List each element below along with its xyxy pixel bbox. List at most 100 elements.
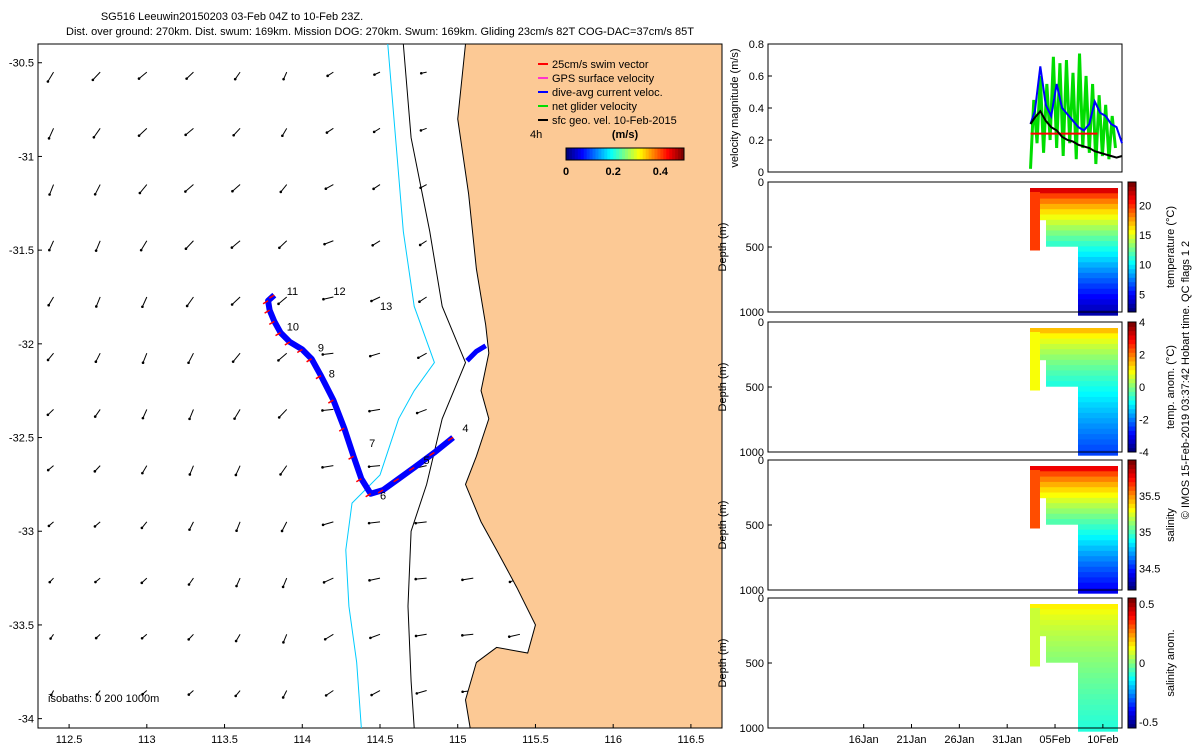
geo-arrow-76: [322, 296, 334, 301]
geo-arrow-13: [92, 128, 101, 139]
glider-track: [262, 292, 487, 498]
swim-vector-6: [296, 348, 303, 354]
geo-arrow-41: [187, 352, 194, 365]
day-label-10: 10: [287, 322, 299, 334]
swim-vector-16: [408, 466, 415, 472]
geo-arrow-27: [139, 240, 148, 252]
figure-title-line1: SG516 Leeuwin20150203 03-Feb 04Z to 10-F…: [101, 11, 363, 23]
isobath-200m: [345, 43, 435, 729]
imos-watermark: © IMOS 15-Feb-2019 03:37:42 Hobart time.…: [1180, 241, 1192, 519]
section-0-ytick-0: 0: [758, 177, 764, 189]
section-3-ctick-2: 0.5: [1139, 599, 1154, 611]
velocity-ylabel: velocity magnitude (m/s): [729, 48, 741, 167]
geo-arrow-16: [94, 296, 101, 308]
map-ytick-1: -31: [18, 151, 34, 163]
geo-arrow-44: [188, 521, 194, 531]
map-xtick-4: 114.5: [367, 734, 394, 746]
geo-arrow-17: [94, 352, 101, 364]
geo-arrow-99: [418, 240, 427, 247]
velocity-ytick-3: 0.6: [749, 71, 764, 83]
geo-arrow-42: [188, 409, 194, 421]
geo-arrow-64: [277, 296, 288, 306]
geo-arrow-52: [230, 296, 241, 306]
velocity-ytick-0: 0: [758, 167, 764, 179]
map-colorbar: [565, 147, 685, 161]
section-0-ctick-3: 20: [1139, 201, 1151, 213]
time-tick-1: 21Jan: [897, 734, 927, 746]
section-panel-2: 0 500 1000 Depth (m) 34.5 35 35.5 salinity: [717, 455, 1177, 597]
geo-arrow-4: [47, 296, 54, 307]
legend-entry-3: net glider velocity: [552, 101, 637, 113]
map-legend: 25cm/s swim vector GPS surface velocity di…: [530, 59, 685, 178]
geo-arrow-29: [141, 353, 148, 365]
time-tick-2: 26Jan: [944, 734, 974, 746]
swim-vector-9: [327, 399, 334, 404]
geo-arrow-58: [234, 634, 241, 643]
geo-arrow-74: [324, 184, 334, 190]
swim-vector-4: [275, 331, 281, 337]
swim-vector-11: [348, 455, 354, 460]
map-xtick-3: 114: [293, 734, 311, 746]
geo-arrow-109: [461, 633, 474, 637]
geo-arrow-97: [419, 127, 427, 132]
geo-arrow-77: [321, 352, 334, 356]
section-panel-0: 0 500 1000 Depth (m) 5 10 15 20 temperature (°C): [717, 177, 1177, 319]
section-0-ytick-2: 1000: [740, 307, 764, 319]
section-0-colorbar: [1127, 181, 1137, 313]
map-ytick-7: -34: [18, 714, 34, 726]
map-xtick-0: 112.5: [56, 734, 83, 746]
geo-arrow-65: [277, 352, 288, 362]
geo-arrow-96: [419, 71, 427, 75]
geo-arrow-11: [49, 690, 54, 697]
legend-entry-4: sfc geo. vel. 10-Feb-2015: [552, 115, 677, 127]
day-label-5: 5: [424, 455, 430, 467]
isobath-note: isobaths: 0 200 1000m: [48, 693, 159, 705]
geo-arrow-68: [280, 521, 288, 533]
swim-vector-17: [429, 451, 435, 457]
geo-arrow-5: [46, 352, 54, 362]
day-label-7: 7: [369, 438, 375, 450]
geo-arrow-63: [278, 240, 288, 250]
section-1-ctick-2: 0: [1139, 382, 1145, 394]
geo-arrow-72: [326, 71, 334, 78]
map-xtick-5: 115: [449, 734, 467, 746]
day-label-4: 4: [462, 423, 468, 435]
geo-arrow-81: [322, 577, 334, 584]
geo-arrow-84: [373, 71, 381, 76]
section-2-ctick-2: 35.5: [1139, 491, 1160, 503]
geo-arrow-20: [93, 521, 101, 528]
geo-arrow-9: [48, 577, 54, 584]
geo-arrow-36: [185, 71, 194, 80]
colorbar-tick-0: 0: [563, 166, 569, 178]
section-2-clabel: salinity: [1165, 508, 1177, 542]
geo-arrow-106: [414, 633, 427, 638]
geo-arrow-47: [187, 690, 194, 696]
geo-arrow-79: [321, 465, 334, 469]
swim-vector-8: [315, 375, 322, 380]
geo-arrow-53: [231, 352, 241, 363]
geo-arrow-21: [94, 577, 101, 584]
section-1-ytick-2: 1000: [740, 447, 764, 459]
section-3-clabel: salinity anom.: [1165, 629, 1177, 696]
land-mass: [37, 43, 723, 729]
section-3-ylabel: Depth (m): [717, 639, 729, 688]
geo-arrow-94: [369, 633, 381, 640]
velocity-ytick-4: 0.8: [749, 39, 764, 51]
swim-vector-12: [355, 478, 362, 483]
legend-interval: 4h: [530, 129, 542, 141]
geo-arrow-26: [138, 184, 148, 195]
geo-arrow-70: [282, 634, 288, 644]
geo-arrow-50: [231, 184, 241, 193]
geo-arrow-1: [47, 128, 55, 140]
section-2-ytick-2: 1000: [740, 585, 764, 597]
geo-arrow-43: [188, 465, 194, 476]
day-label-9: 9: [318, 342, 324, 354]
section-1-ctick-3: 2: [1139, 350, 1145, 362]
geo-arrow-88: [370, 296, 381, 303]
swim-vector-15: [393, 478, 400, 483]
velocity-ytick-2: 0.4: [749, 103, 764, 115]
geo-arrow-86: [372, 184, 381, 191]
geo-arrow-92: [367, 521, 381, 525]
geo-arrow-56: [235, 521, 241, 533]
dac-track-east: [465, 343, 487, 363]
